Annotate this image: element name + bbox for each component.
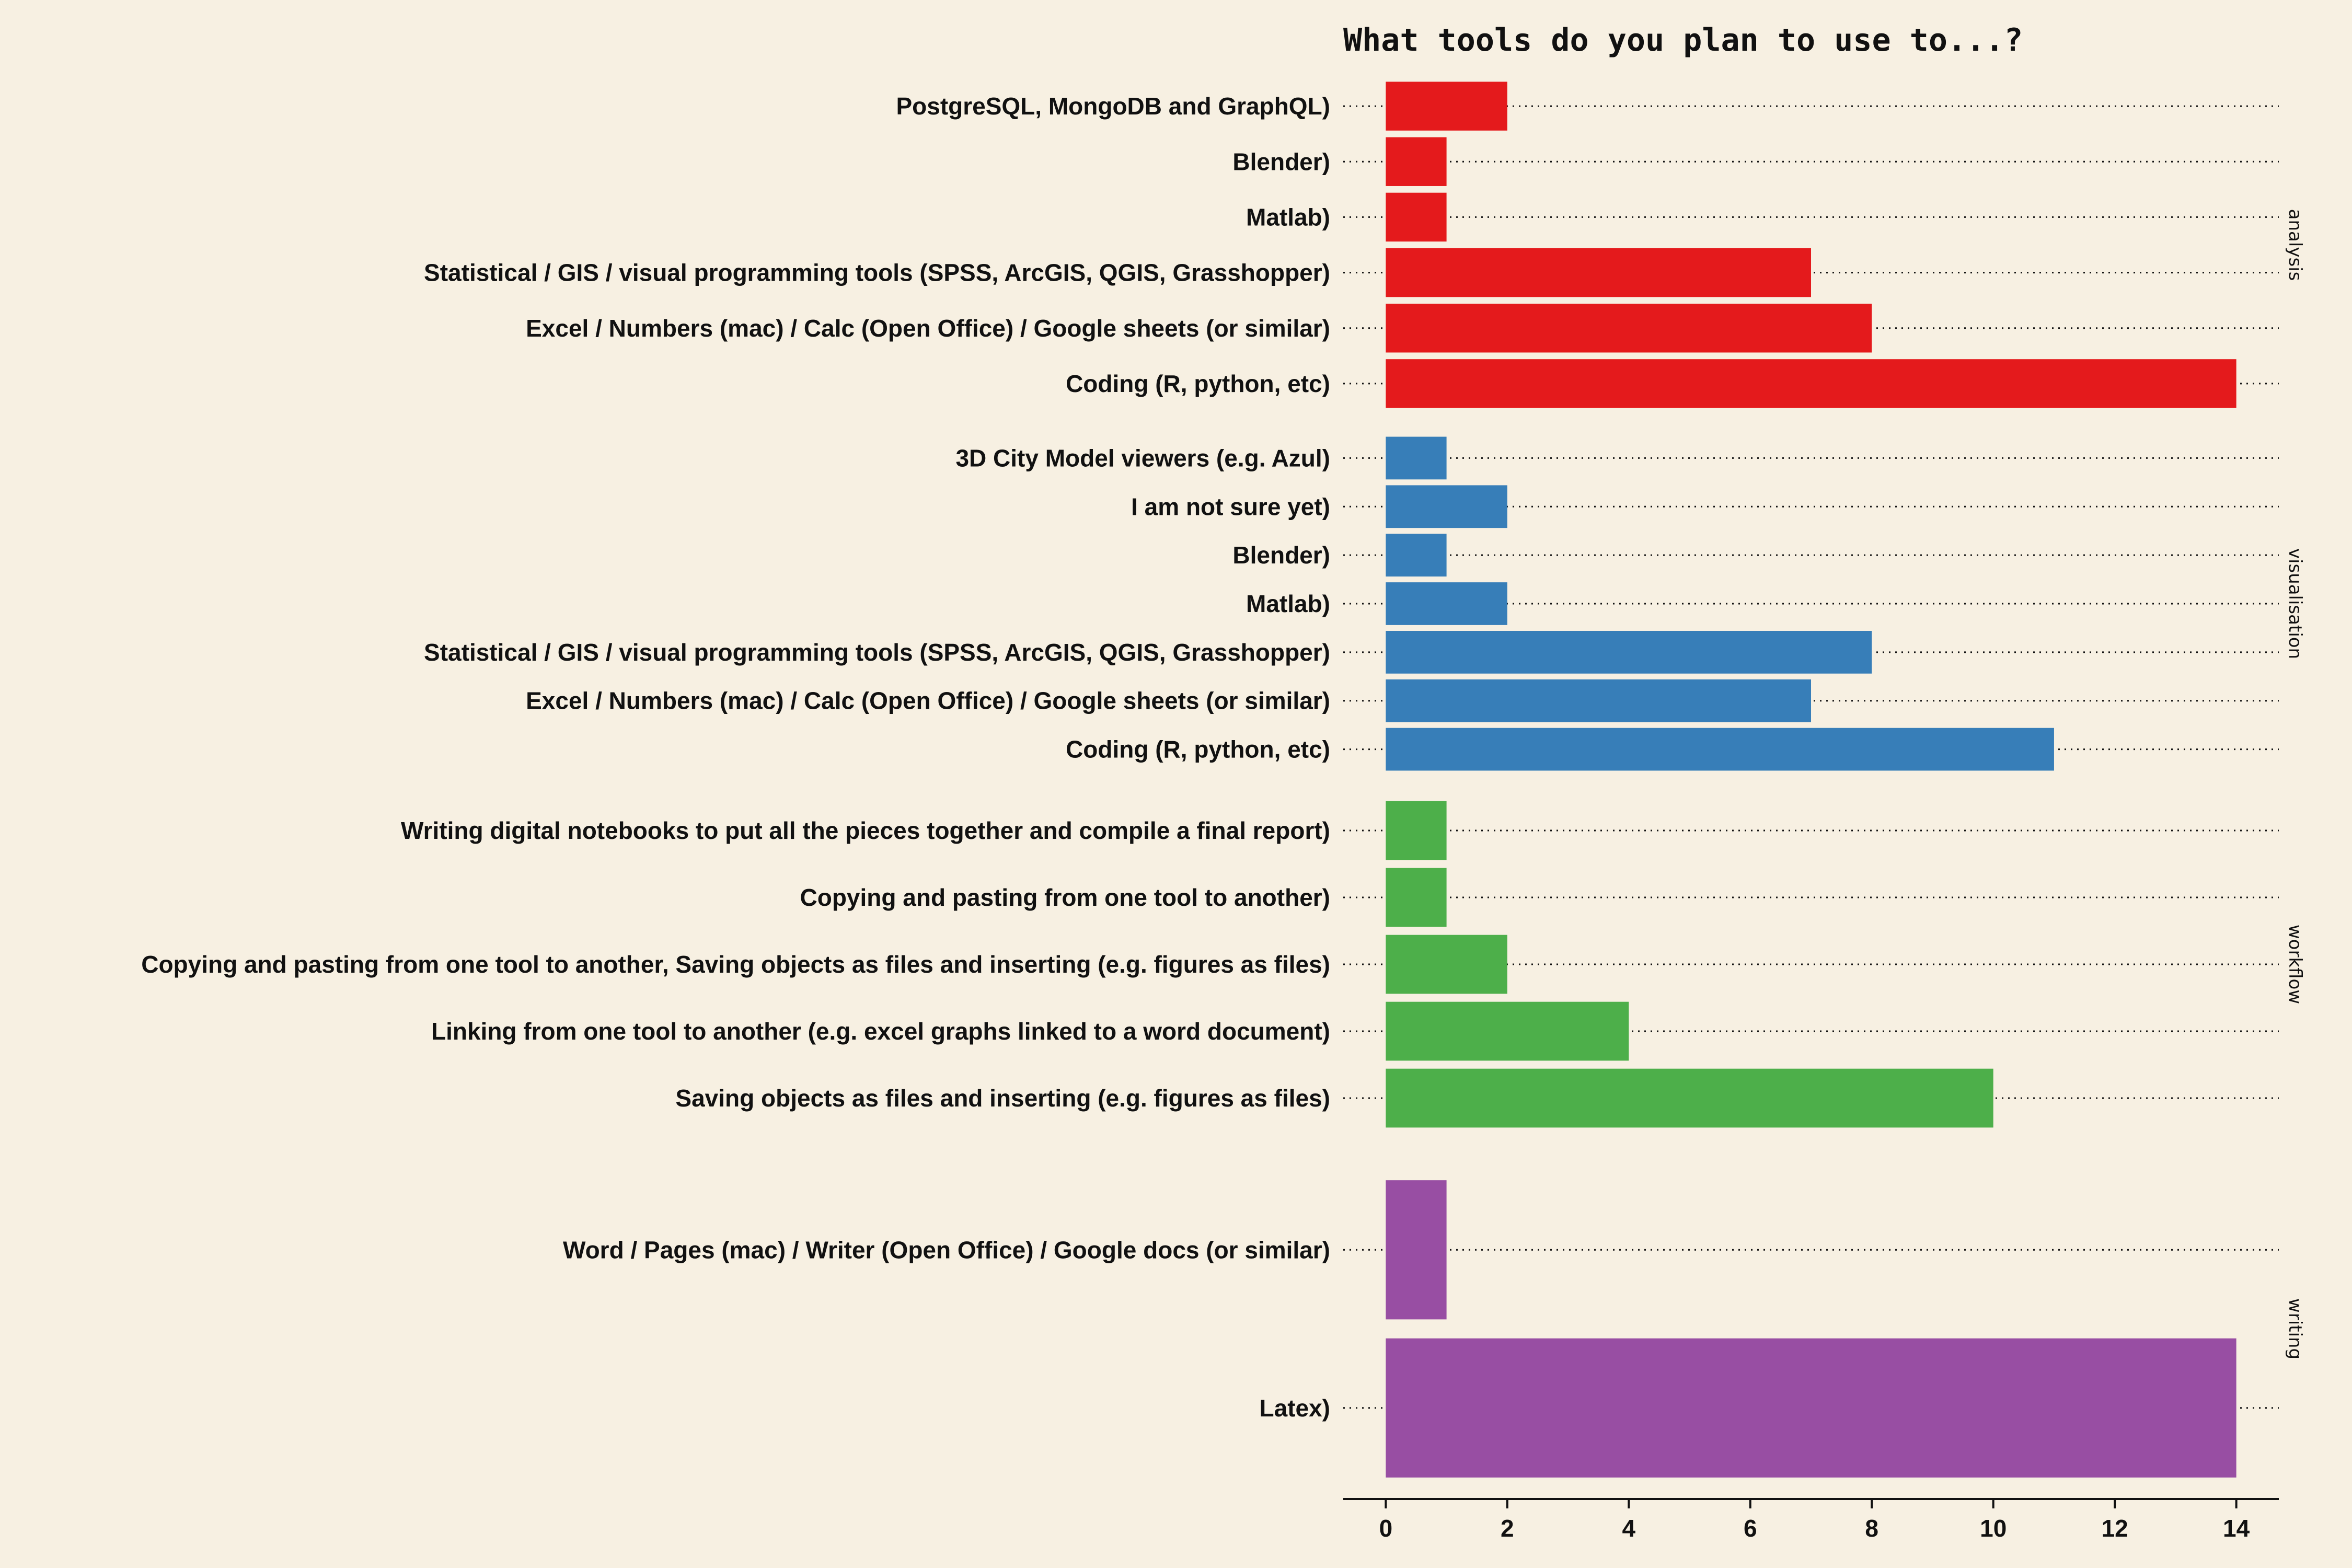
bar (1386, 868, 1447, 927)
x-tick-label: 6 (1744, 1515, 1757, 1542)
bar (1386, 679, 1811, 722)
bar (1386, 485, 1507, 528)
category-label: Coding (R, python, etc) (1066, 370, 1330, 397)
x-tick-label: 4 (1622, 1515, 1636, 1542)
bar (1386, 728, 2054, 771)
bar (1386, 935, 1507, 994)
facet-label: writing (2285, 1298, 2305, 1359)
category-label: Matlab) (1246, 203, 1330, 230)
x-tick-label: 14 (2223, 1515, 2250, 1542)
category-label: Saving objects as files and inserting (e… (675, 1085, 1330, 1112)
x-axis: 0 2 4 6 8 10 12 14 (1343, 1498, 2279, 1542)
category-label: Word / Pages (mac) / Writer (Open Office… (563, 1236, 1330, 1263)
category-label: Matlab) (1246, 590, 1330, 617)
category-label: Excel / Numbers (mac) / Calc (Open Offic… (526, 687, 1330, 714)
category-label: Excel / Numbers (mac) / Calc (Open Offic… (526, 315, 1330, 342)
x-tick-label: 10 (1980, 1515, 2007, 1542)
category-label: Writing digital notebooks to put all the… (401, 817, 1330, 844)
bar (1386, 248, 1811, 297)
bar (1386, 1180, 1447, 1320)
bar (1386, 631, 1872, 674)
x-tick-label: 2 (1501, 1515, 1514, 1542)
facet-label: workflow (2285, 925, 2305, 1004)
facet-analysis: PostgreSQL, MongoDB and GraphQL) Blender)… (424, 82, 2305, 408)
chart-title: What tools do you plan to use to...? (1343, 22, 2023, 59)
bar (1386, 582, 1507, 625)
facet-writing: Word / Pages (mac) / Writer (Open Office… (563, 1180, 2305, 1478)
category-label: Latex) (1260, 1394, 1330, 1422)
bar (1386, 1001, 1629, 1061)
facet-workflow: Writing digital notebooks to put all the… (141, 801, 2305, 1128)
category-label: Statistical / GIS / visual programming t… (424, 259, 1330, 286)
bar (1386, 192, 1447, 242)
facet-panels: PostgreSQL, MongoDB and GraphQL) Blender)… (141, 82, 2305, 1478)
bar (1386, 436, 1447, 480)
x-tick-label: 0 (1379, 1515, 1393, 1542)
category-label: Blender) (1232, 148, 1330, 175)
bar (1386, 82, 1507, 131)
category-label: Copying and pasting from one tool to ano… (800, 884, 1331, 911)
bar (1386, 801, 1447, 860)
category-label: 3D City Model viewers (e.g. Azul) (955, 444, 1330, 471)
bar (1386, 534, 1447, 577)
bar (1386, 1338, 2236, 1478)
category-label: Copying and pasting from one tool to ano… (141, 951, 1330, 978)
x-tick-label: 12 (2102, 1515, 2128, 1542)
category-label: Linking from one tool to another (e.g. e… (431, 1018, 1330, 1045)
bar (1386, 304, 1872, 353)
facet-label: analysis (2285, 209, 2305, 281)
category-label: Blender) (1232, 541, 1330, 569)
bar (1386, 137, 1447, 186)
facet-visualisation: 3D City Model viewers (e.g. Azul) I am no… (424, 436, 2305, 771)
x-tick-label: 8 (1865, 1515, 1878, 1542)
facet-label: visualisation (2285, 548, 2305, 659)
category-label: Statistical / GIS / visual programming t… (424, 639, 1330, 666)
category-label: Coding (R, python, etc) (1066, 736, 1330, 763)
category-label: I am not sure yet) (1131, 493, 1330, 520)
category-label: PostgreSQL, MongoDB and GraphQL) (896, 93, 1330, 120)
bar (1386, 359, 2236, 408)
bar (1386, 1068, 1993, 1128)
